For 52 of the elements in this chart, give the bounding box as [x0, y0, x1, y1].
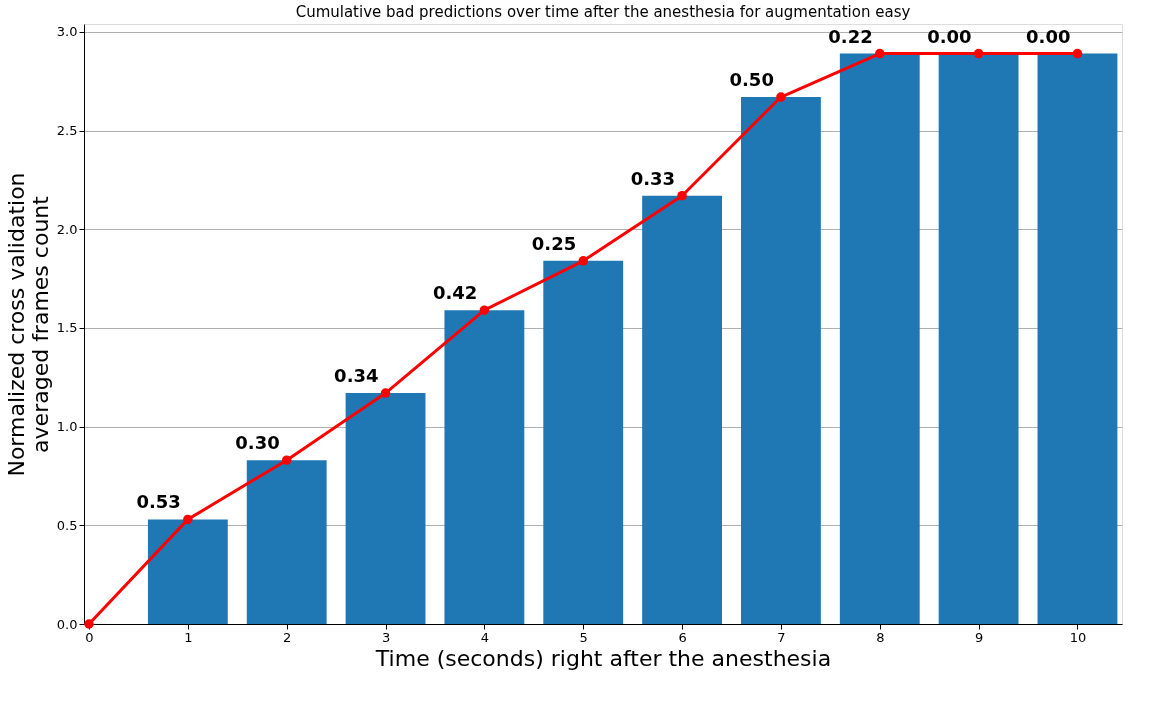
x-tick-label: 8	[876, 629, 885, 645]
point	[281, 455, 292, 465]
bar	[839, 53, 920, 624]
annotation: 0.00	[927, 25, 972, 47]
point	[776, 92, 786, 102]
x-tick-label: 0	[85, 629, 94, 645]
annotation: 0.34	[334, 365, 379, 387]
point	[973, 48, 984, 59]
point	[380, 388, 391, 398]
x-axis-title: Time (seconds) right after the anesthesia	[374, 645, 832, 671]
chart-title: Cumulative bad predictions over time after the anesthesia for augmentation easy	[295, 3, 911, 21]
annotation: 0.30	[235, 432, 280, 454]
bar	[543, 260, 624, 624]
point	[479, 305, 490, 315]
annotation: 0.25	[531, 232, 577, 254]
x-tick-label: 9	[974, 629, 984, 645]
x-tick-label: 5	[579, 629, 588, 645]
y-tick-label: 1.0	[56, 419, 78, 435]
bar	[246, 460, 327, 624]
point	[578, 256, 588, 266]
annotation: 0.00	[1026, 25, 1071, 47]
bar	[642, 195, 722, 624]
bar	[938, 53, 1019, 624]
y-tick-label: 2.5	[56, 123, 78, 139]
bar	[444, 310, 525, 624]
x-tick-label: 3	[381, 629, 391, 645]
x-tick-label: 1	[184, 629, 193, 645]
x-tick-label: 4	[480, 629, 490, 645]
y-tick-label: 1.5	[56, 320, 78, 336]
annotation: 0.42	[432, 282, 478, 304]
x-tick-label: 10	[1069, 629, 1087, 645]
annotation: 0.22	[828, 25, 873, 47]
x-tick-label: 2	[283, 629, 292, 645]
bar	[147, 519, 228, 624]
y-tick-label: 3.0	[56, 24, 78, 40]
x-tick-label: 6	[678, 629, 687, 645]
point	[875, 48, 885, 59]
annotation: 0.33	[630, 167, 676, 189]
y-tick-label: 2.0	[56, 221, 78, 237]
point	[1072, 48, 1083, 59]
y-axis-title: Normalized cross validation averaged frames count	[3, 172, 53, 477]
point	[677, 190, 687, 201]
bar	[1037, 53, 1118, 624]
bar	[741, 97, 821, 624]
annotation: 0.50	[729, 69, 774, 91]
y-tick-label: 0.0	[56, 616, 78, 632]
bar	[345, 393, 426, 624]
annotation: 0.53	[136, 491, 181, 513]
point	[183, 514, 193, 525]
y-tick-label: 0.5	[56, 517, 78, 533]
point	[84, 619, 94, 629]
x-tick-label: 7	[777, 629, 786, 645]
